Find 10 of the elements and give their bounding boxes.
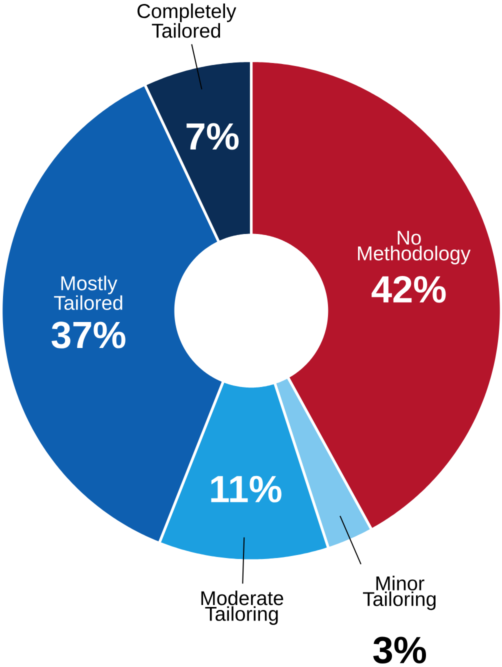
slice-label: Minor Tailoring bbox=[362, 576, 436, 610]
data-label: 42% bbox=[371, 276, 446, 303]
slice-label: Mostly Tailored bbox=[54, 276, 122, 310]
data-label: 37% bbox=[51, 322, 126, 348]
slice-label: No Methodology bbox=[358, 230, 470, 264]
slice-label: Completely Tailored bbox=[137, 4, 236, 38]
data-label: 3% bbox=[373, 636, 426, 664]
data-label: 11% bbox=[211, 476, 282, 502]
data-label: 7% bbox=[186, 123, 238, 150]
slice-label: Moderate Tailoring bbox=[201, 590, 283, 625]
